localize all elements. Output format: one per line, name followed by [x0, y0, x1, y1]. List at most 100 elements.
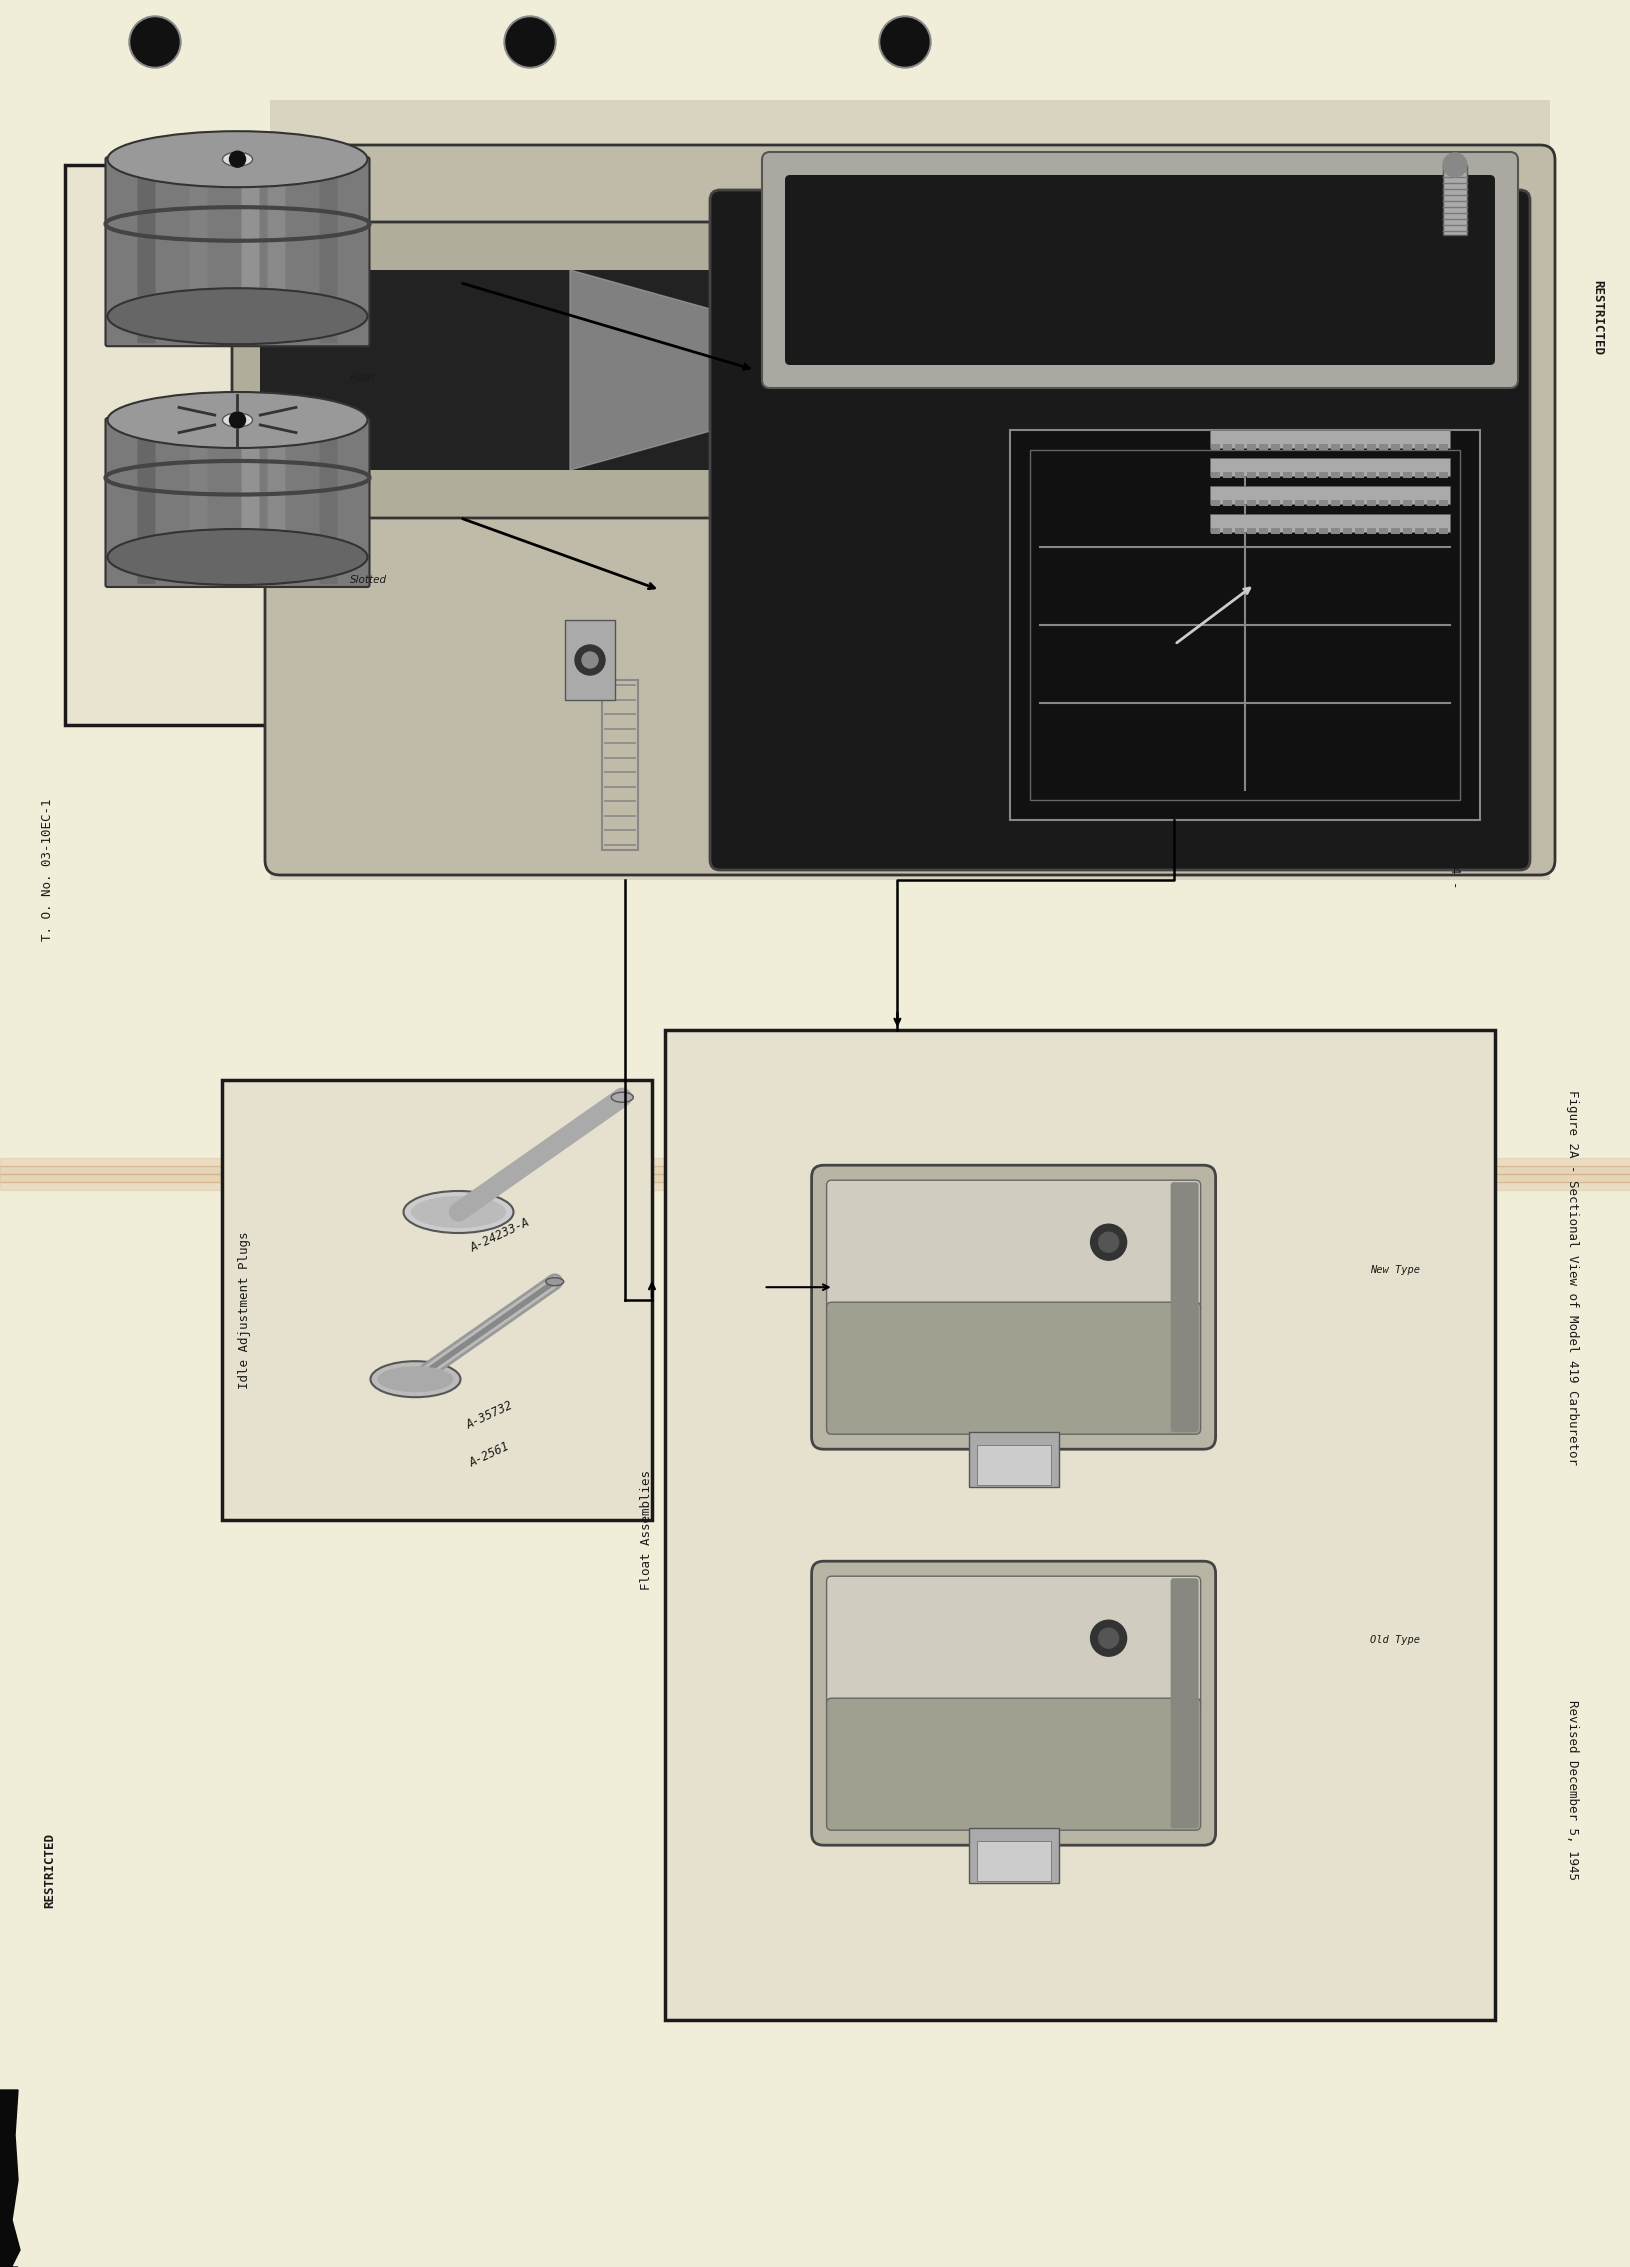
Bar: [1283, 444, 1291, 451]
Text: Figure 2A - Sectional View of Model 419 Carburetor: Figure 2A - Sectional View of Model 419 …: [1565, 1090, 1578, 1464]
Text: A-24233-A: A-24233-A: [468, 1215, 531, 1254]
Bar: [1330, 444, 1340, 451]
Bar: [1294, 472, 1304, 478]
Bar: [222, 1079, 652, 1519]
Bar: [1234, 528, 1244, 535]
Bar: [1366, 444, 1376, 451]
Bar: [271, 100, 1548, 880]
Bar: [1270, 528, 1280, 535]
FancyBboxPatch shape: [319, 161, 337, 342]
Ellipse shape: [222, 152, 253, 165]
Bar: [1426, 501, 1434, 506]
Bar: [1390, 444, 1399, 451]
Polygon shape: [0, 2090, 20, 2267]
Bar: [976, 1444, 1050, 1485]
Bar: [1438, 444, 1447, 451]
Bar: [1402, 444, 1412, 451]
Bar: [1209, 528, 1219, 535]
Bar: [1355, 444, 1363, 451]
FancyBboxPatch shape: [137, 422, 155, 585]
Text: Plain: Plain: [350, 374, 375, 383]
Ellipse shape: [108, 288, 367, 345]
Bar: [1438, 528, 1447, 535]
FancyBboxPatch shape: [106, 156, 370, 347]
Circle shape: [1090, 1621, 1126, 1657]
Bar: [968, 1433, 1058, 1487]
Bar: [1247, 444, 1255, 451]
Bar: [1443, 165, 1465, 236]
Bar: [1426, 444, 1434, 451]
Bar: [1355, 528, 1363, 535]
Circle shape: [504, 16, 556, 68]
Ellipse shape: [403, 1190, 513, 1233]
Bar: [564, 619, 615, 701]
Bar: [1366, 528, 1376, 535]
Bar: [65, 165, 430, 725]
Ellipse shape: [108, 392, 367, 449]
FancyBboxPatch shape: [137, 161, 155, 342]
Bar: [1209, 515, 1449, 533]
Bar: [1234, 444, 1244, 451]
Bar: [1306, 444, 1315, 451]
Bar: [1330, 501, 1340, 506]
Bar: [1306, 528, 1315, 535]
Bar: [1402, 472, 1412, 478]
Bar: [1222, 528, 1231, 535]
FancyBboxPatch shape: [826, 1301, 1200, 1435]
FancyBboxPatch shape: [826, 1576, 1200, 1709]
Text: A-2561: A-2561: [468, 1440, 512, 1469]
Bar: [1377, 472, 1387, 478]
Bar: [1258, 528, 1267, 535]
Bar: [1270, 444, 1280, 451]
Ellipse shape: [108, 131, 367, 188]
FancyBboxPatch shape: [106, 417, 370, 587]
FancyBboxPatch shape: [319, 422, 337, 585]
Bar: [968, 1827, 1058, 1884]
Circle shape: [130, 18, 179, 66]
Text: Idle Adjustment Plugs: Idle Adjustment Plugs: [238, 1231, 251, 1390]
Bar: [1222, 444, 1231, 451]
Circle shape: [230, 413, 246, 428]
Bar: [1415, 501, 1423, 506]
Text: T. O. No. 03-10EC-1: T. O. No. 03-10EC-1: [41, 798, 54, 941]
Bar: [1270, 472, 1280, 478]
Bar: [1366, 501, 1376, 506]
Bar: [1390, 501, 1399, 506]
FancyBboxPatch shape: [189, 161, 207, 342]
Bar: [1209, 444, 1219, 451]
FancyBboxPatch shape: [241, 422, 259, 585]
Bar: [1209, 501, 1219, 506]
Bar: [1341, 472, 1351, 478]
Bar: [1341, 528, 1351, 535]
Bar: [0, 1158, 1630, 1165]
Bar: [1319, 444, 1327, 451]
Bar: [0, 1174, 1630, 1181]
Bar: [0, 1165, 1630, 1174]
Bar: [1390, 472, 1399, 478]
Bar: [1319, 472, 1327, 478]
FancyBboxPatch shape: [264, 145, 1553, 875]
Circle shape: [1443, 152, 1465, 177]
Bar: [1209, 485, 1449, 503]
Bar: [1234, 472, 1244, 478]
Bar: [1270, 501, 1280, 506]
Bar: [1234, 501, 1244, 506]
Bar: [1258, 472, 1267, 478]
Bar: [1402, 528, 1412, 535]
Bar: [1390, 528, 1399, 535]
Circle shape: [230, 152, 246, 168]
Bar: [1209, 431, 1449, 449]
Bar: [1247, 501, 1255, 506]
Text: Float Assemblies: Float Assemblies: [641, 1469, 654, 1589]
Bar: [1283, 472, 1291, 478]
FancyBboxPatch shape: [189, 422, 207, 585]
Bar: [1438, 472, 1447, 478]
Ellipse shape: [377, 1367, 453, 1392]
Bar: [1438, 501, 1447, 506]
Ellipse shape: [411, 1197, 505, 1229]
FancyBboxPatch shape: [826, 1698, 1200, 1829]
Bar: [601, 680, 637, 850]
Bar: [1258, 501, 1267, 506]
Bar: [1306, 501, 1315, 506]
Bar: [1341, 501, 1351, 506]
